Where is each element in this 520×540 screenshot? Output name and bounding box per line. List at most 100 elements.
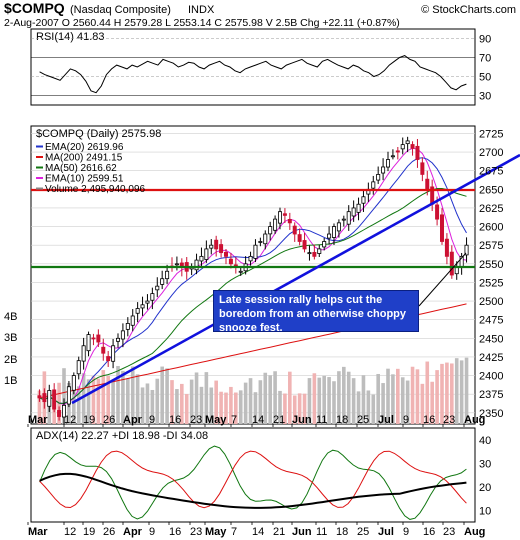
- x-tick-label: 26: [103, 414, 115, 426]
- volume-bar: [170, 380, 174, 424]
- volume-bar: [175, 389, 179, 424]
- x-tick-label: 23: [443, 526, 455, 538]
- candle-body: [282, 213, 287, 216]
- candle-body: [381, 166, 386, 174]
- candle-body: [435, 204, 440, 220]
- candle-body: [287, 219, 292, 224]
- price-axis: 2725 2700 2675 2650 2625 2600 2575 2550 2525 2500…: [479, 128, 503, 419]
- volume-bar: [302, 393, 307, 424]
- volume-bar: [224, 392, 228, 424]
- x-tick-label: 11: [316, 414, 327, 426]
- volume-bar: [37, 390, 42, 424]
- x-tick-label: 16: [169, 414, 181, 426]
- volume-tick-label: 3B: [4, 332, 17, 344]
- rsi-panel-frame: [30, 28, 476, 106]
- volume-bar: [238, 390, 243, 424]
- volume-bar: [130, 366, 135, 424]
- x-tick-label: Aug: [464, 414, 485, 426]
- price-tick-label: 2725: [479, 128, 503, 140]
- candle-body: [420, 162, 425, 175]
- x-tick-label: Apr: [123, 526, 143, 538]
- candle-body: [336, 222, 341, 232]
- volume-bar: [396, 368, 400, 424]
- candle-body: [302, 240, 307, 250]
- volume-bar: [386, 368, 390, 424]
- candle-body: [106, 356, 111, 362]
- price-tick-label: 2500: [479, 296, 503, 308]
- candle-body: [96, 334, 101, 343]
- candle-body: [395, 150, 400, 153]
- candle-body: [81, 345, 86, 362]
- candle-body: [120, 330, 125, 340]
- volume-bar: [126, 378, 130, 424]
- volume-bar: [72, 376, 76, 424]
- adx-tick-label: 30: [479, 458, 491, 470]
- legend-entry: Volume 2,495,940,096: [45, 184, 146, 195]
- x-tick-label: Jun: [292, 414, 312, 426]
- candle-body: [371, 181, 376, 189]
- legend-entry: EMA(10) 2599.51: [45, 174, 124, 185]
- volume-bar: [322, 375, 326, 424]
- ma50-line: [39, 188, 467, 405]
- legend-entry: EMA(20) 2619.96: [45, 142, 124, 153]
- x-tick-label: 7: [231, 414, 237, 426]
- x-tick-label: 21: [273, 414, 285, 426]
- candle-body: [464, 244, 469, 256]
- candle-body: [194, 259, 199, 271]
- volume-bar: [214, 380, 218, 424]
- volume-bar: [450, 363, 454, 424]
- annotation-pointer: [418, 252, 467, 307]
- candle-body: [341, 218, 346, 221]
- volume-bar: [145, 383, 150, 424]
- adx-axis: 40 30 20 10: [479, 435, 491, 518]
- volume-bar: [337, 371, 341, 424]
- candle-body: [204, 248, 209, 260]
- x-tick-label: 16: [169, 526, 181, 538]
- volume-bar: [194, 372, 199, 424]
- volume-bar: [366, 390, 371, 424]
- candle-body: [160, 278, 165, 285]
- rsi-line: [39, 55, 467, 94]
- candle-body: [351, 207, 356, 217]
- candle-body: [346, 211, 351, 225]
- volume-bar: [91, 376, 96, 424]
- x-tick-label: 14: [252, 526, 264, 538]
- volume-bar: [204, 372, 209, 424]
- price-tick-label: 2375: [479, 389, 503, 401]
- price-tick-label: 2475: [479, 315, 503, 327]
- volume-bar: [160, 366, 164, 424]
- candle-body: [444, 238, 449, 257]
- volume-bar: [430, 381, 434, 424]
- volume-bar: [376, 373, 380, 424]
- volume-bar: [234, 392, 238, 424]
- x-tick-label: 25: [357, 526, 369, 538]
- volume-bar: [445, 362, 449, 424]
- volume-bar: [165, 368, 169, 424]
- candle-body: [47, 390, 52, 407]
- volume-bar: [283, 393, 287, 424]
- volume-bar: [278, 390, 282, 424]
- x-tick-label: 19: [83, 414, 95, 426]
- price-tick-label: 2450: [479, 333, 503, 345]
- candle-body: [219, 244, 224, 254]
- candle-body: [150, 293, 155, 301]
- volume-bar: [371, 394, 376, 424]
- x-tick-label: 12: [64, 414, 76, 426]
- price-tick-label: 2700: [479, 147, 503, 159]
- x-tick-label: 23: [190, 526, 202, 538]
- candle-body: [263, 233, 268, 245]
- annotation-box: Late session rally helps cut the boredom…: [213, 290, 419, 334]
- price-tick-label: 2625: [479, 203, 503, 215]
- ema10-line: [39, 147, 467, 406]
- volume-bar: [381, 383, 385, 424]
- candle-body: [273, 218, 278, 231]
- volume-bar: [180, 383, 184, 424]
- adx-plus-di-line: [39, 445, 467, 520]
- candle-body: [86, 334, 91, 352]
- volume-bar: [435, 370, 439, 424]
- volume-bar: [243, 382, 248, 424]
- volume-bar: [116, 366, 120, 424]
- adx-tick-label: 40: [479, 435, 491, 447]
- x-tick-label: May: [205, 414, 227, 426]
